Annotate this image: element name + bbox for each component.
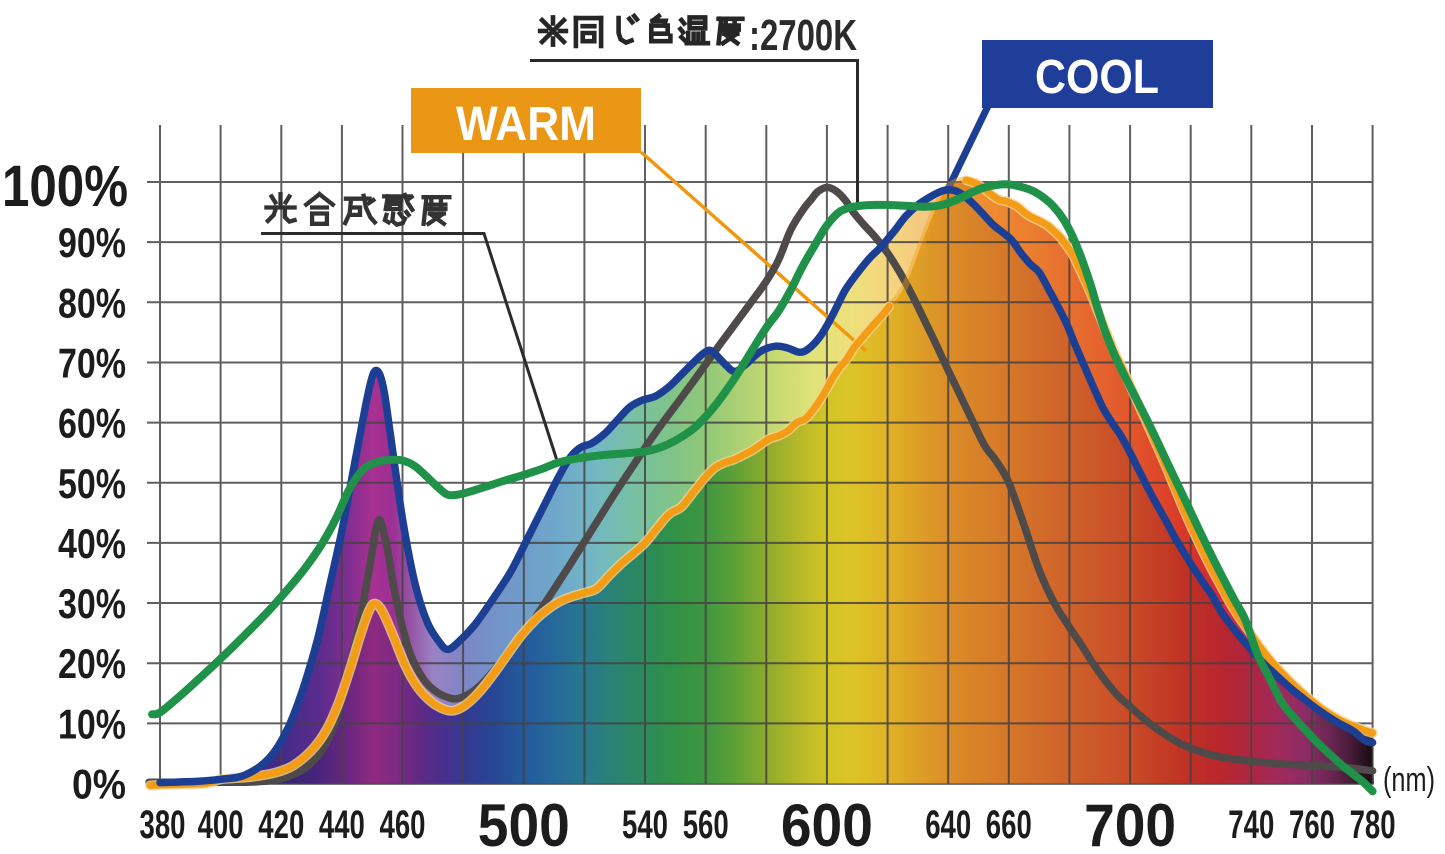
svg-text:40%: 40% <box>58 520 126 567</box>
svg-text:70%: 70% <box>58 340 126 387</box>
svg-text:50%: 50% <box>58 460 126 507</box>
svg-text:400: 400 <box>198 803 244 847</box>
svg-text:0%: 0% <box>72 761 126 808</box>
svg-text:740: 740 <box>1228 803 1274 847</box>
svg-text:(nm): (nm) <box>1383 761 1435 799</box>
svg-text:700: 700 <box>1084 792 1176 854</box>
svg-text:60%: 60% <box>58 400 126 447</box>
svg-text:500: 500 <box>478 792 570 854</box>
svg-text:560: 560 <box>683 803 729 847</box>
svg-text:380: 380 <box>140 803 186 847</box>
svg-text:640: 640 <box>925 803 971 847</box>
svg-text:460: 460 <box>380 803 426 847</box>
svg-text:100%: 100% <box>2 154 128 219</box>
svg-text:90%: 90% <box>58 219 126 266</box>
svg-text:660: 660 <box>986 803 1032 847</box>
svg-text:80%: 80% <box>58 279 126 326</box>
svg-text:420: 420 <box>258 803 304 847</box>
svg-text:440: 440 <box>319 803 365 847</box>
svg-text::2700K: :2700K <box>749 11 857 60</box>
svg-text:600: 600 <box>781 792 873 854</box>
svg-text:540: 540 <box>622 803 668 847</box>
svg-text:780: 780 <box>1350 803 1396 847</box>
svg-text:30%: 30% <box>58 580 126 627</box>
svg-text:20%: 20% <box>58 640 126 687</box>
svg-text:10%: 10% <box>58 700 126 747</box>
svg-text:760: 760 <box>1289 803 1335 847</box>
svg-text:WARM: WARM <box>456 98 596 151</box>
svg-text:COOL: COOL <box>1035 51 1159 104</box>
